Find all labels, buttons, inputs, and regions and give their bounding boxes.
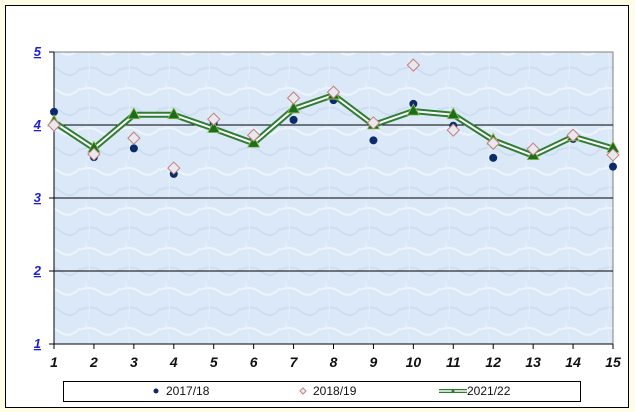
legend-item-2017-18: 2017/18 bbox=[152, 384, 209, 398]
data-point-2018-19 bbox=[566, 128, 580, 142]
y-tick-label: 5 bbox=[34, 44, 42, 59]
data-point-2018-19 bbox=[246, 128, 261, 142]
x-tick-label: 15 bbox=[605, 354, 621, 370]
legend-item-2021-22: 2021/22 bbox=[439, 384, 510, 398]
data-point-2018-19 bbox=[286, 91, 301, 105]
dot-marker-icon bbox=[153, 388, 159, 394]
data-point-2018-19 bbox=[127, 131, 141, 145]
data-point-2018-19 bbox=[167, 161, 181, 175]
data-point-2017-18 bbox=[129, 144, 138, 153]
data-point-2021-22 bbox=[446, 106, 460, 120]
legend-item-2018-19: 2018/19 bbox=[299, 384, 356, 398]
diamond-marker-icon bbox=[299, 387, 307, 395]
data-point-2018-19 bbox=[406, 58, 421, 72]
x-tick-label: 12 bbox=[485, 354, 501, 370]
data-point-2018-19 bbox=[486, 136, 500, 150]
data-point-2017-18 bbox=[369, 136, 378, 145]
data-point-2018-19 bbox=[87, 147, 101, 161]
data-point-2017-18 bbox=[289, 115, 298, 124]
legend: 2017/18 2018/19 2021/22 bbox=[63, 381, 581, 402]
x-tick-label: 6 bbox=[250, 354, 258, 370]
x-tick-label: 3 bbox=[130, 354, 138, 370]
data-point-2021-22 bbox=[207, 120, 221, 134]
y-tick-label: 2 bbox=[33, 263, 42, 278]
data-point-2021-22 bbox=[167, 106, 181, 120]
data-point-2018-19 bbox=[526, 142, 540, 156]
x-tick-label: 4 bbox=[169, 354, 178, 370]
series-layer bbox=[47, 58, 620, 178]
x-tick-label: 13 bbox=[525, 354, 541, 370]
x-tick-label: 7 bbox=[290, 354, 299, 370]
data-point-2017-18 bbox=[50, 107, 58, 116]
x-tick-label: 2 bbox=[89, 354, 98, 370]
data-point-2018-19 bbox=[326, 85, 341, 99]
x-tick-label: 8 bbox=[330, 354, 338, 370]
data-point-2018-19 bbox=[47, 118, 61, 132]
legend-label: 2021/22 bbox=[467, 384, 511, 398]
x-tick-label: 1 bbox=[50, 354, 58, 370]
y-tick-label: 3 bbox=[34, 190, 42, 205]
data-point-2017-18 bbox=[609, 162, 617, 171]
x-tick-label: 5 bbox=[210, 354, 218, 370]
data-point-2021-22 bbox=[286, 101, 301, 114]
data-point-2018-19 bbox=[366, 116, 381, 130]
data-point-2018-19 bbox=[446, 123, 460, 137]
legend-label: 2018/19 bbox=[313, 384, 357, 398]
data-point-2021-22 bbox=[406, 103, 421, 116]
x-tick-label: 14 bbox=[565, 354, 581, 370]
data-point-2021-22 bbox=[127, 106, 141, 120]
y-tick-label: 1 bbox=[34, 336, 41, 351]
x-tick-label: 9 bbox=[370, 354, 378, 370]
gridlines bbox=[54, 124, 613, 272]
double-line-marker-icon bbox=[439, 389, 467, 393]
x-tick-label: 11 bbox=[446, 354, 461, 370]
data-point-2018-19 bbox=[207, 112, 221, 126]
legend-label: 2017/18 bbox=[166, 384, 210, 398]
x-tick-label: 10 bbox=[406, 354, 422, 370]
data-point-2018-19 bbox=[606, 148, 620, 162]
data-point-2017-18 bbox=[489, 153, 498, 162]
y-tick-label: 4 bbox=[33, 117, 42, 132]
